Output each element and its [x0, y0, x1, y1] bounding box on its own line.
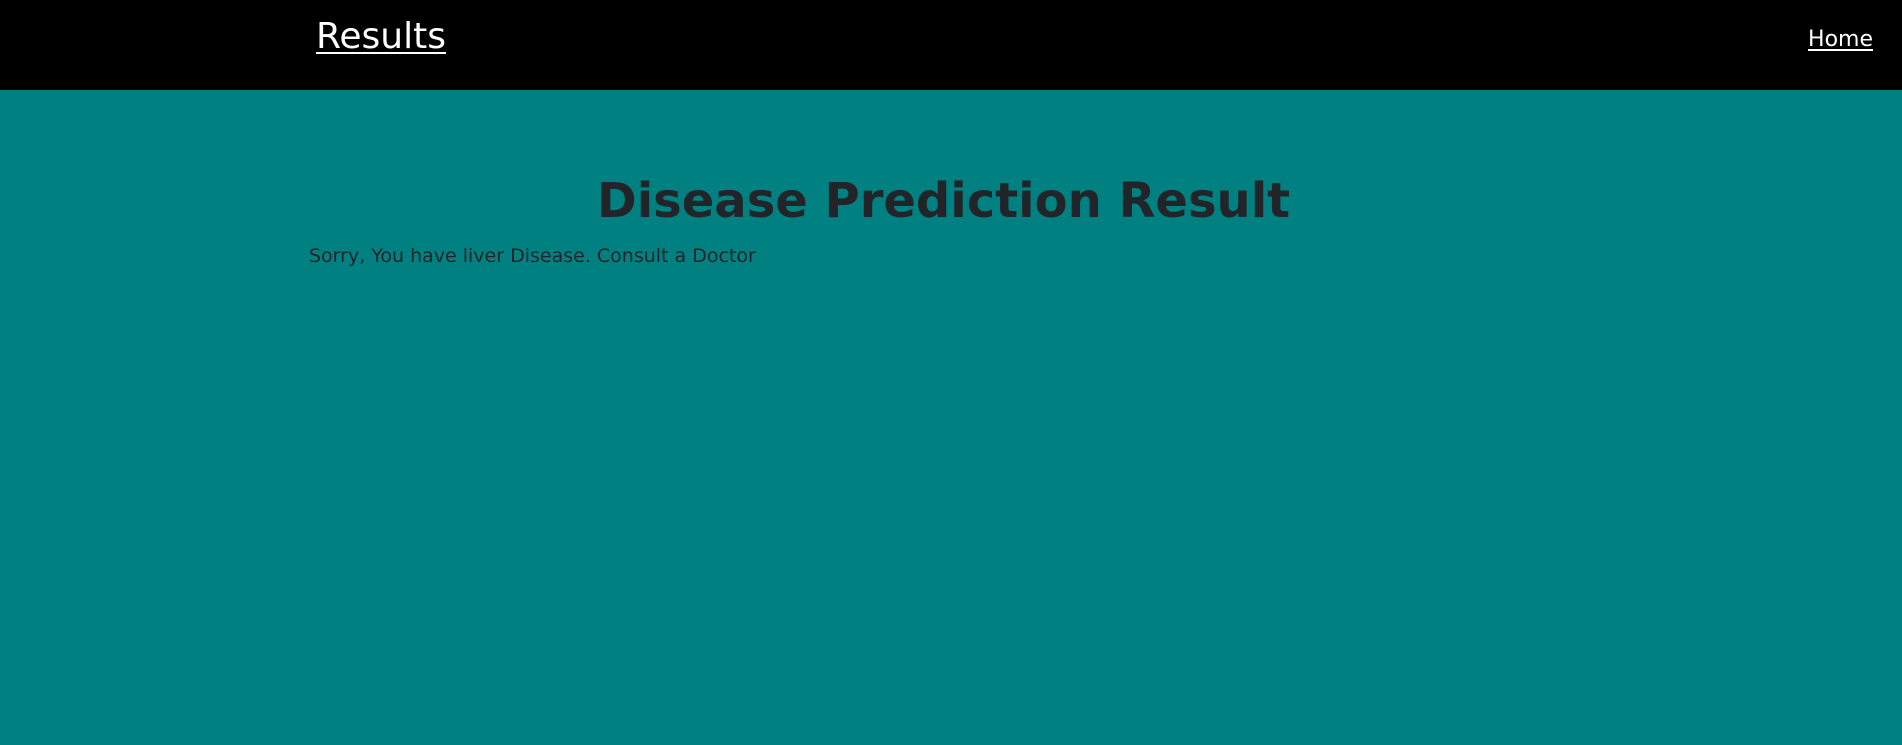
nav-home-link[interactable]: Home [1808, 27, 1873, 52]
top-navbar: Results Home [0, 0, 1902, 90]
prediction-message: Sorry, You have liver Disease. Consult a… [309, 245, 756, 267]
brand-link[interactable]: Results [316, 16, 446, 57]
page-title: Disease Prediction Result [596, 173, 1291, 229]
